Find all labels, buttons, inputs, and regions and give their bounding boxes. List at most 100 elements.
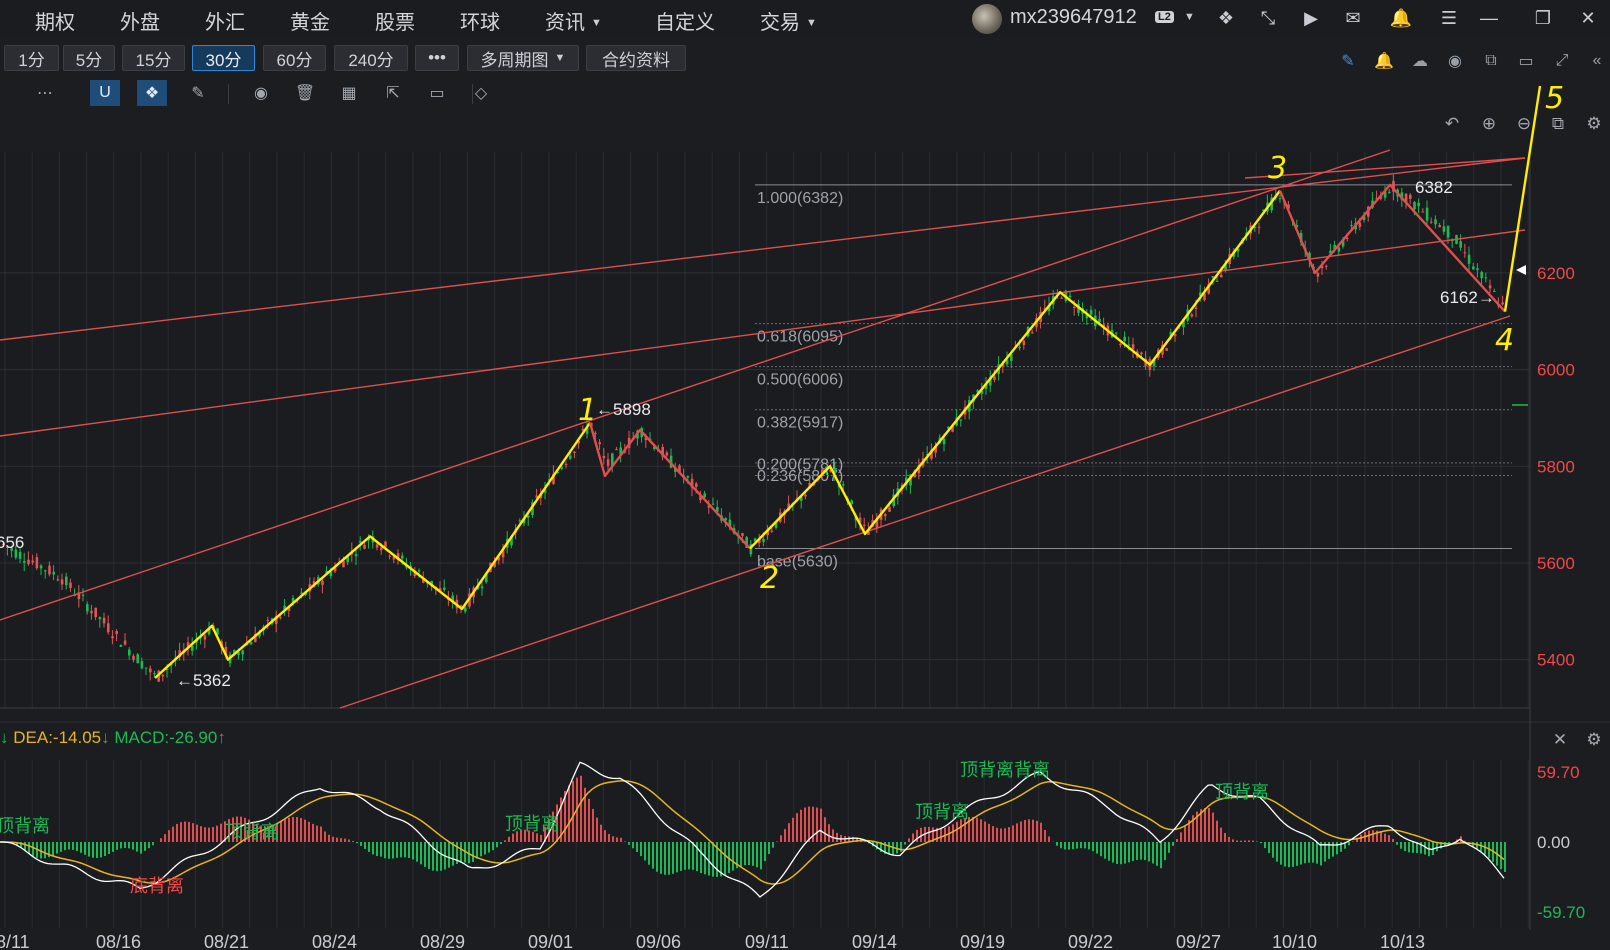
timeframe-button-7[interactable]: 多周期图 ▼ <box>467 45 579 71</box>
chevron-down-icon[interactable]: ▼ <box>806 17 817 29</box>
cloud-icon[interactable]: ☁ <box>1412 53 1428 70</box>
nav-item-7[interactable]: 自定义 <box>655 12 715 34</box>
zoom-in-icon[interactable]: ⊕ <box>1481 114 1497 133</box>
mail-icon[interactable]: ✉ <box>1345 7 1361 28</box>
restore-icon[interactable]: ❐ <box>1534 7 1552 28</box>
comment-icon[interactable]: ▭ <box>429 85 445 102</box>
nav-item-4[interactable]: 股票 <box>375 12 415 34</box>
candle-body <box>669 455 673 468</box>
camera-icon[interactable]: ◉ <box>1448 53 1462 70</box>
wave-line-1 <box>154 422 591 679</box>
candle-body <box>48 565 51 575</box>
video-icon[interactable]: ▶ <box>1304 7 1318 28</box>
wave-label-3: 4 <box>1495 323 1514 358</box>
copy-icon[interactable]: ⧉ <box>1485 52 1497 69</box>
timeframe-button-0[interactable]: 1分 <box>4 45 59 71</box>
zoom-out-icon[interactable]: ⊖ <box>1516 114 1532 133</box>
timeframe-button-4[interactable]: 60分 <box>263 45 326 71</box>
nav-item-1[interactable]: 外盘 <box>120 12 160 34</box>
grid-icon[interactable]: ▦ <box>341 85 357 102</box>
timeframe-button-5[interactable]: 240分 <box>334 45 408 71</box>
macd-annotation-2: 顶背离 <box>225 822 279 843</box>
layout-icon[interactable]: ⧉ <box>1551 114 1565 133</box>
nav-item-2[interactable]: 外汇 <box>205 12 245 34</box>
candle-body <box>1165 348 1168 351</box>
candle-body <box>178 650 181 658</box>
candle-body <box>665 452 669 456</box>
settings-icon[interactable]: ⚙ <box>1586 114 1602 133</box>
candle-body <box>745 537 748 548</box>
timeframe-button-2[interactable]: 15分 <box>122 45 185 71</box>
nav-item-0[interactable]: 期权 <box>35 12 75 34</box>
candle-body <box>1434 219 1437 225</box>
candle-body <box>1098 318 1101 323</box>
bell-icon[interactable]: 🔔 <box>1389 7 1413 28</box>
candle-body <box>119 645 123 647</box>
alert-icon[interactable]: 🔔 <box>1374 53 1394 70</box>
candle-body <box>149 668 152 673</box>
nav-item-6[interactable]: 资讯 ▼ <box>545 12 602 34</box>
candle-body <box>186 642 190 649</box>
macd-annotation-4: 顶背离 <box>915 802 969 823</box>
timeframe-button-6[interactable]: ••• <box>415 45 459 71</box>
timeframe-button-8[interactable]: 合约资料 <box>586 45 686 71</box>
more-icon[interactable]: ⋯ <box>37 85 53 102</box>
candle-body <box>989 377 992 386</box>
candle-body <box>291 598 295 603</box>
collapse-icon[interactable]: « <box>1592 52 1602 69</box>
avatar[interactable] <box>972 4 1002 34</box>
macd-settings-icon[interactable]: ⚙ <box>1586 730 1602 749</box>
nav-item-5[interactable]: 环球 <box>460 12 500 34</box>
timeframe-toolbar: 1分 5分 15分 30分 60分 240分 ••• 多周期图 ▼ 合约资料 <box>0 42 1610 76</box>
timeframe-button-1[interactable]: 5分 <box>63 45 115 71</box>
date-tick-9: 09/19 <box>960 932 1005 950</box>
undo-icon[interactable]: ↶ <box>1444 114 1460 133</box>
nav-item-8[interactable]: 交易 ▼ <box>760 12 817 34</box>
chevron-down-icon[interactable]: ▼ <box>554 52 566 64</box>
pencil-icon[interactable]: ✎ <box>1341 53 1355 70</box>
candle-body <box>333 567 337 572</box>
username[interactable]: mx239647912 <box>1010 6 1137 28</box>
pen-icon[interactable]: ✎ <box>191 85 205 102</box>
timeframe-button-3[interactable]: 30分 <box>192 45 255 71</box>
magnet-icon[interactable]: U <box>90 80 120 106</box>
candle-body <box>384 541 387 548</box>
ruler-icon[interactable]: ◇ <box>474 85 488 102</box>
date-tick-6: 09/06 <box>636 932 681 950</box>
eye-icon[interactable]: ◉ <box>254 85 268 102</box>
candle-body <box>510 536 513 546</box>
macd-legend: ↓ DEA:-14.05↓ MACD:-26.90↑ <box>0 728 226 748</box>
candle-body <box>770 530 774 532</box>
layers-icon[interactable]: ❖ <box>137 80 167 106</box>
wave-line-3 <box>749 189 1281 550</box>
candle-body <box>1316 273 1320 277</box>
fullscreen-icon[interactable]: ⤢ <box>1555 52 1569 69</box>
candle-body <box>1430 221 1433 223</box>
nav-item-3[interactable]: 黄金 <box>290 12 330 34</box>
monitor-icon[interactable]: ▭ <box>1518 53 1534 70</box>
chevron-down-icon[interactable]: ▼ <box>591 17 602 29</box>
chevron-down-icon[interactable]: ▼ <box>1184 11 1195 23</box>
candle-body <box>35 557 39 569</box>
trend-line-4 <box>1244 157 1526 179</box>
menu-icon[interactable]: ☰ <box>1440 7 1458 28</box>
minimize-icon[interactable]: — <box>1480 7 1498 28</box>
candle-body <box>1270 197 1273 211</box>
export-icon[interactable]: ⇱ <box>386 85 400 102</box>
layers-icon[interactable]: ❖ <box>1217 7 1235 28</box>
macd-axis-tick-1: 0.00 <box>1537 833 1570 852</box>
candle-body <box>724 518 727 521</box>
candle-body <box>132 655 135 660</box>
candle-body <box>396 553 400 561</box>
exit-fullscreen-icon[interactable]: ⤡ <box>1260 7 1276 28</box>
candle-body <box>993 376 996 380</box>
top-navigation: 期权 外盘 外汇 黄金 股票 环球 资讯 ▼ 自定义 交易 ▼ ❖ ⤡ ▶ ✉ 🔔 ☰ — ❐ ✕ <box>0 0 1610 38</box>
macd-close-icon[interactable]: ✕ <box>1552 730 1568 749</box>
candle-body <box>766 531 769 536</box>
candle-body <box>573 451 576 453</box>
close-icon[interactable]: ✕ <box>1580 7 1596 28</box>
date-tick-5: 09/01 <box>528 932 573 950</box>
trash-icon[interactable]: 🗑 <box>294 85 316 102</box>
candle-body <box>934 446 937 453</box>
